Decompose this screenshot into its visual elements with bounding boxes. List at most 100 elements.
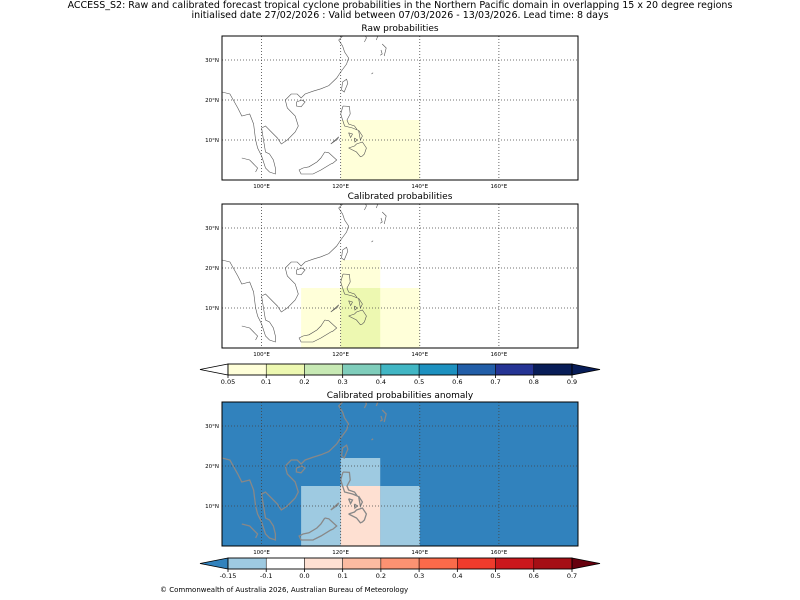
coastline <box>222 36 349 175</box>
coastline <box>371 438 374 441</box>
chart-title-line1: ACCESS_S2: Raw and calibrated forecast t… <box>67 0 733 11</box>
coastline <box>376 36 379 41</box>
colorbar-tick-label: 0.2 <box>376 572 386 580</box>
colorbar-tick-label: 0.8 <box>529 378 539 386</box>
coastline <box>371 72 374 75</box>
coastline <box>381 211 387 225</box>
colorbar-under-arrow <box>199 363 229 376</box>
coastline <box>241 523 259 539</box>
coastline <box>348 498 354 506</box>
region-cell <box>340 120 420 180</box>
map-panel-0: 100°E 120°E 140°E 160°E 10°N 20°N 30°N <box>205 35 579 190</box>
colorbar-tick-label: 0.2 <box>299 378 309 386</box>
coastline <box>222 204 349 343</box>
x-tick-label: 160°E <box>491 184 508 190</box>
map-panel-1: 100°E 120°E 140°E 160°E 10°N 20°N 30°N <box>205 203 579 358</box>
x-tick-label: 120°E <box>332 184 349 190</box>
coastline <box>340 444 349 460</box>
colorbar-tick-label: 0.4 <box>452 572 462 580</box>
coastline <box>364 36 367 43</box>
coastline <box>348 507 368 524</box>
map-frame <box>221 35 579 181</box>
panel-title-calibrated: Calibrated probabilities <box>347 192 453 202</box>
colorbar-tick-label: 0.9 <box>567 378 577 386</box>
panel-title-raw: Raw probabilities <box>361 24 439 34</box>
colorbar-swatch <box>342 363 382 376</box>
colorbar-swatch <box>265 557 305 570</box>
coastline <box>371 240 374 243</box>
coastline <box>358 297 363 309</box>
coastline <box>379 415 383 422</box>
colorbar-tick-label: 0.6 <box>529 572 539 580</box>
colorbar-frame <box>227 363 573 376</box>
colorbar-tick-label: -0.15 <box>220 572 237 580</box>
y-tick-label: 20°N <box>205 464 219 470</box>
coastline <box>376 204 379 209</box>
x-tick-label: 100°E <box>253 550 270 556</box>
coastline <box>298 151 338 175</box>
x-tick-label: 140°E <box>411 550 428 556</box>
coastline <box>348 132 353 139</box>
colorbar-swatch <box>457 557 496 570</box>
coastline <box>381 409 387 423</box>
coastline <box>341 246 349 261</box>
region-cell <box>301 486 341 546</box>
colorbar-swatch <box>457 363 496 376</box>
colorbar-swatch <box>418 363 458 376</box>
colorbar-over-arrow <box>571 363 601 376</box>
map-panel-2: 100°E 120°E 140°E 160°E 10°N 20°N 30°N <box>205 401 579 556</box>
coastline <box>348 141 367 158</box>
y-tick-label: 20°N <box>205 98 219 104</box>
colorbar-swatch <box>495 557 535 570</box>
coastline <box>330 502 340 511</box>
coastline <box>358 129 363 141</box>
coastline <box>330 136 339 145</box>
x-tick-label: 160°E <box>491 550 508 556</box>
coastline <box>222 402 350 541</box>
coastline <box>381 43 387 57</box>
coastline <box>340 105 359 131</box>
colorbar-tick-label: 0.6 <box>452 378 462 386</box>
colorbar-probability: 0.05 0.1 0.2 0.3 0.4 0.5 0.6 0.7 0.8 0.9 <box>199 363 601 386</box>
coastline <box>298 319 338 343</box>
colorbar-swatch <box>533 363 573 376</box>
colorbar-swatch <box>533 557 573 570</box>
x-tick-label: 140°E <box>411 184 428 190</box>
colorbar-tick-label: 0.7 <box>490 378 500 386</box>
x-tick-label: 120°E <box>332 550 349 556</box>
x-tick-label: 120°E <box>332 352 349 358</box>
coastline <box>357 495 364 509</box>
y-tick-label: 10°N <box>205 138 219 144</box>
map-frame <box>221 203 579 349</box>
copyright-footer: © Commonwealth of Australia 2026, Austra… <box>160 586 409 594</box>
x-tick-label: 160°E <box>491 352 508 358</box>
colorbar-tick-label: 0.05 <box>221 378 235 386</box>
coastline <box>298 517 338 541</box>
colorbar-tick-label: 0.5 <box>490 572 500 580</box>
colorbar-swatch <box>304 363 343 376</box>
y-tick-label: 30°N <box>205 58 219 64</box>
coastline <box>296 267 306 276</box>
coastline <box>364 204 367 211</box>
colorbar-frame <box>227 557 573 570</box>
coastline <box>380 217 383 224</box>
region-overlap-cell <box>340 288 381 348</box>
colorbar-swatch <box>342 557 382 570</box>
colorbar-over-arrow <box>571 557 601 570</box>
colorbar-tick-label: 0.3 <box>337 378 347 386</box>
coastline <box>363 402 368 409</box>
y-tick-label: 20°N <box>205 266 219 272</box>
region-cell <box>380 486 420 546</box>
colorbar-tick-label: 0.0 <box>299 572 309 580</box>
colorbar-swatch <box>227 557 267 570</box>
colorbar-under-arrow <box>199 557 229 570</box>
colorbar-tick-label: 0.1 <box>337 572 347 580</box>
colorbar-tick-label: 0.3 <box>414 572 424 580</box>
y-tick-label: 10°N <box>205 504 219 510</box>
coastline <box>296 99 306 108</box>
coastline <box>348 300 353 307</box>
colorbar-swatch <box>418 557 458 570</box>
coastline <box>330 304 339 313</box>
coastline <box>348 309 367 326</box>
colorbar-tick-label: 0.4 <box>376 378 386 386</box>
